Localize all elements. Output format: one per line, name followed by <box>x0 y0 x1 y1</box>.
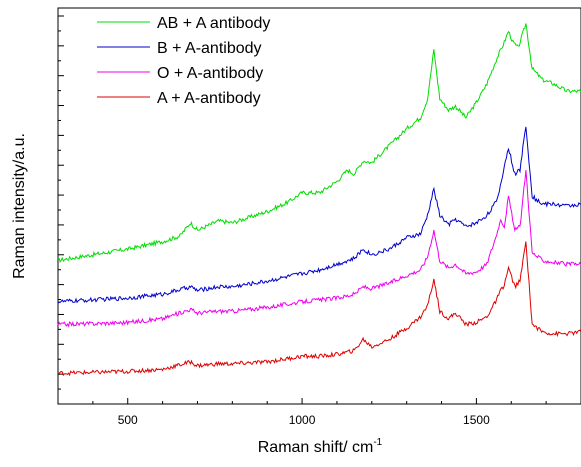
legend: AB + A antibody B + A-antibody O + A-antib… <box>97 15 270 107</box>
x-axis-title-text: Raman shift/ cm <box>258 439 374 456</box>
x-tick-label: 1000 <box>289 413 316 427</box>
y-axis-title: Raman intensity/a.u. <box>11 133 28 279</box>
x-axis-ticks: 500 1000 1500 <box>57 398 581 427</box>
series-line-2 <box>57 126 581 304</box>
x-axis-title: Raman shift/ cm-1 <box>258 437 383 456</box>
x-tick-label: 1500 <box>463 413 490 427</box>
x-tick-label: 500 <box>118 413 138 427</box>
legend-label: A + A-antibody <box>157 90 261 107</box>
legend-label: B + A-antibody <box>157 40 262 57</box>
legend-label: O + A-antibody <box>157 65 263 82</box>
x-axis-title-superscript: -1 <box>373 437 382 448</box>
plot-frame <box>57 7 581 405</box>
series-line-1 <box>57 23 581 263</box>
legend-label: AB + A antibody <box>157 15 270 32</box>
y-axis-ticks <box>58 15 64 405</box>
series-layer <box>57 23 581 377</box>
series-line-4 <box>57 241 581 377</box>
series-line-3 <box>57 170 581 328</box>
